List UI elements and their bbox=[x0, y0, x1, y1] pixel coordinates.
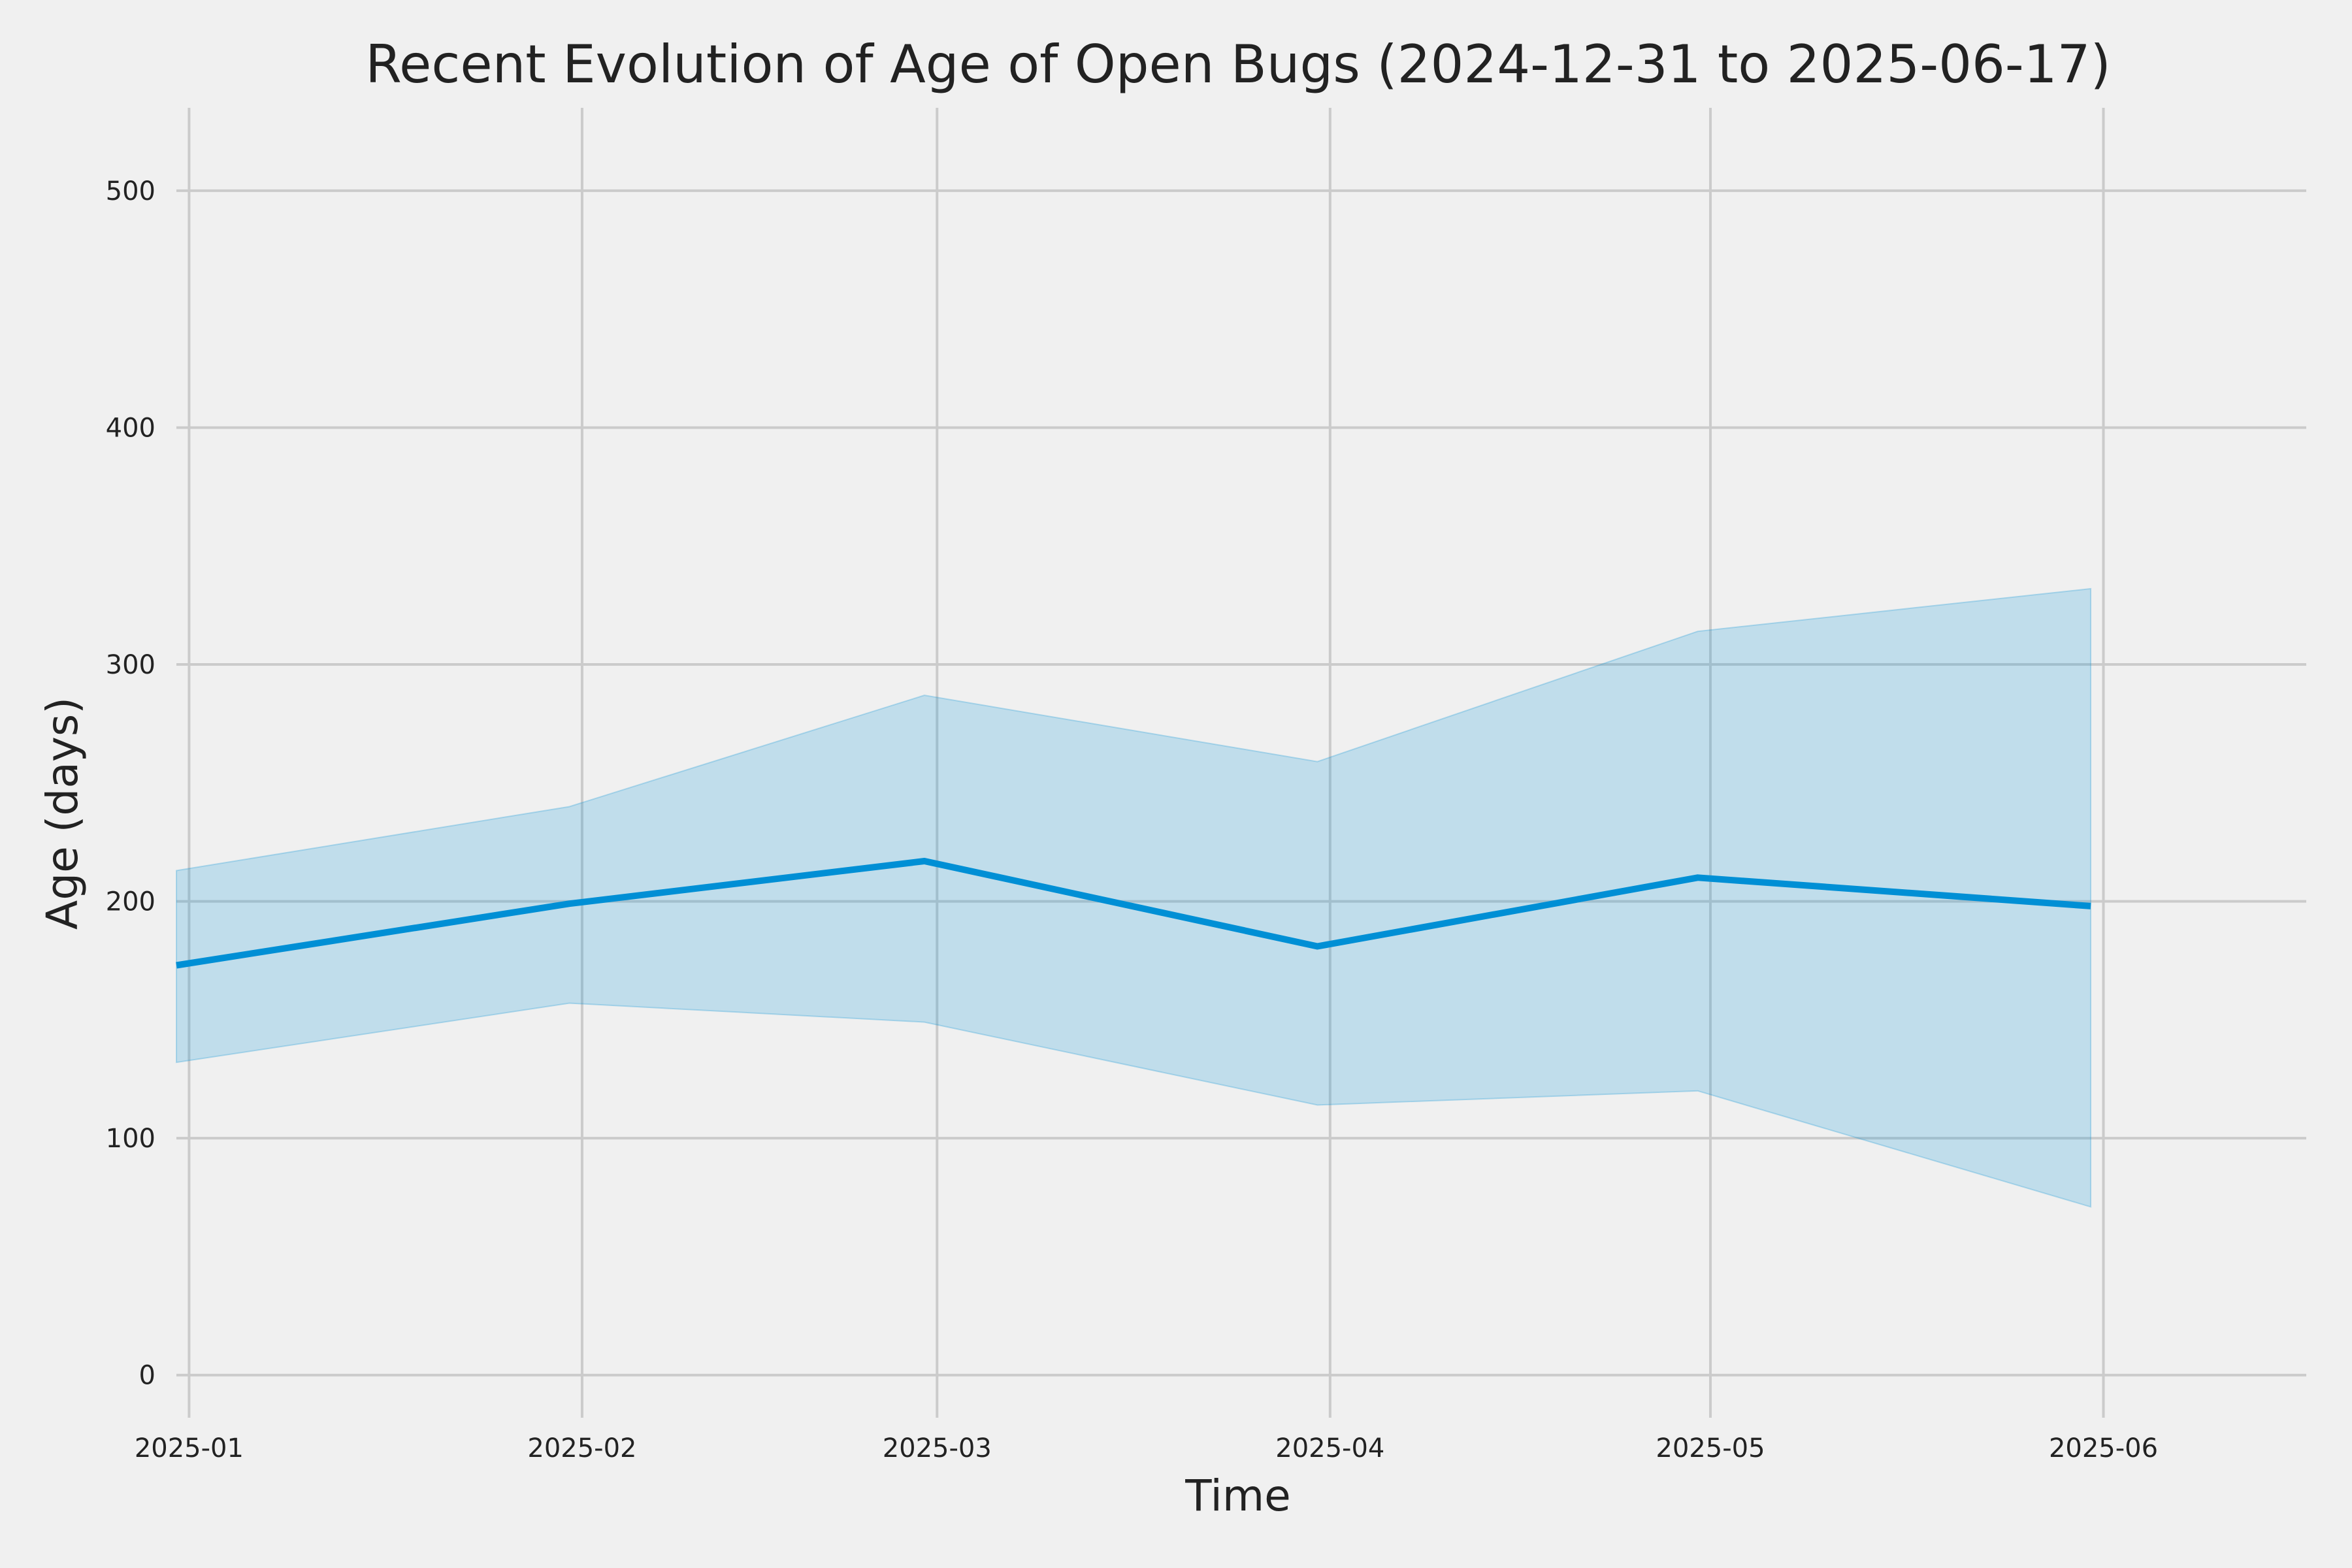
chart-title: Recent Evolution of Age of Open Bugs (20… bbox=[365, 34, 2111, 95]
line-layer bbox=[176, 858, 2091, 969]
tick-layer: 0 100 200 300 400 500 2025-01 2025-02 2025-03 202… bbox=[106, 176, 2158, 1463]
confidence-band bbox=[176, 587, 2092, 1208]
x-tick-label: 2025-01 bbox=[135, 1433, 244, 1463]
y-tick-label: 500 bbox=[106, 176, 155, 206]
x-tick-label: 2025-05 bbox=[1656, 1433, 1765, 1463]
band-layer bbox=[176, 587, 2092, 1208]
y-axis-label: Age (days) bbox=[37, 697, 88, 930]
y-tick-label: 200 bbox=[106, 887, 155, 917]
y-tick-label: 100 bbox=[106, 1124, 155, 1154]
series-line bbox=[176, 858, 2091, 969]
x-tick-label: 2025-04 bbox=[1275, 1433, 1384, 1463]
x-tick-label: 2025-02 bbox=[527, 1433, 636, 1463]
grid-layer bbox=[176, 108, 2306, 1418]
y-tick-label: 300 bbox=[106, 650, 155, 680]
x-axis-label: Time bbox=[1184, 1471, 1291, 1521]
x-tick-label: 2025-06 bbox=[2049, 1433, 2158, 1463]
x-tick-label: 2025-03 bbox=[883, 1433, 992, 1463]
y-tick-label: 400 bbox=[106, 413, 155, 443]
y-tick-label: 0 bbox=[139, 1361, 155, 1391]
